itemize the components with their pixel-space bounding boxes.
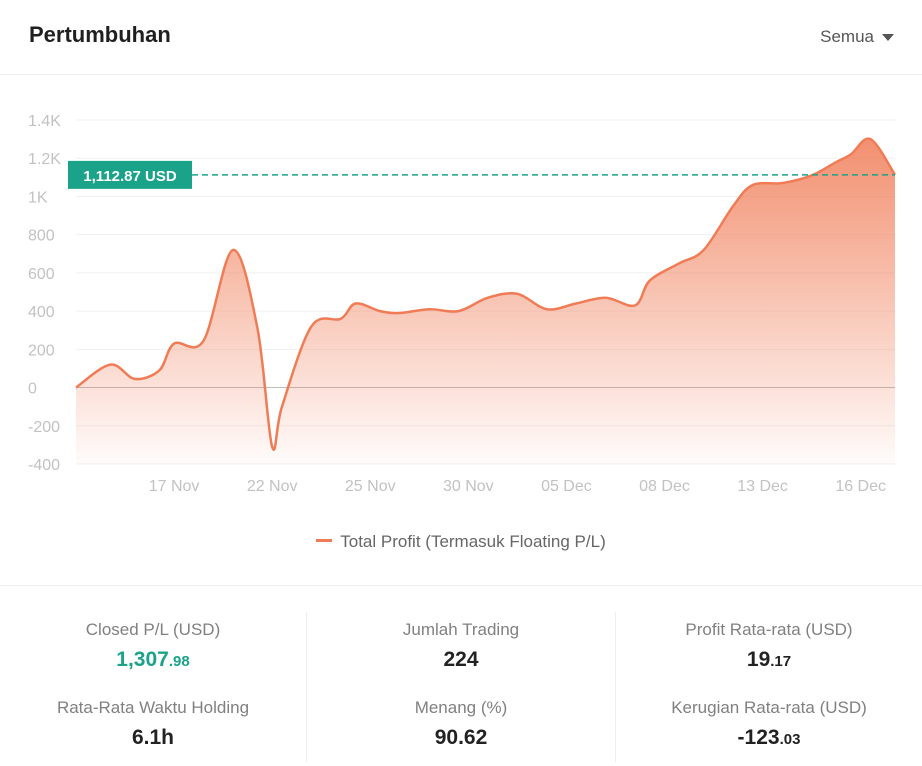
stats-separator xyxy=(615,612,616,762)
stat-label: Rata-Rata Waktu Holding xyxy=(56,698,250,717)
period-filter-dropdown[interactable]: Semua xyxy=(820,27,894,47)
stat-value: 19.17 xyxy=(746,648,792,671)
y-tick-label: 0 xyxy=(28,381,37,398)
stat-kerugian-rata-rata: Kerugian Rata-rata (USD) -123.03 xyxy=(616,698,922,750)
x-tick-label: 30 Nov xyxy=(443,478,494,495)
y-tick-label: 400 xyxy=(28,304,55,321)
stat-label: Closed P/L (USD) xyxy=(85,620,221,639)
stats-separator xyxy=(306,612,307,762)
stat-value: 1,307.98 xyxy=(116,648,190,671)
period-filter-label: Semua xyxy=(820,27,874,46)
x-tick-label: 13 Dec xyxy=(737,478,788,495)
stat-value: 224 xyxy=(443,648,479,671)
stat-menang: Menang (%) 90.62 xyxy=(308,698,614,750)
header: Pertumbuhan Semua xyxy=(0,0,922,75)
y-tick-label: -400 xyxy=(28,457,60,474)
x-tick-label: 17 Nov xyxy=(149,478,200,495)
stat-label: Profit Rata-rata (USD) xyxy=(685,620,853,639)
y-tick-label: 1.4K xyxy=(28,113,61,130)
stat-label: Kerugian Rata-rata (USD) xyxy=(671,698,867,717)
page-title: Pertumbuhan xyxy=(29,22,171,47)
stat-value: 90.62 xyxy=(434,726,488,749)
current-value-badge xyxy=(68,160,192,189)
y-tick-label: 1.2K xyxy=(28,151,61,168)
caret-down-icon xyxy=(882,33,894,41)
stat-profit-rata-rata: Profit Rata-rata (USD) 19.17 xyxy=(616,620,922,672)
legend-swatch xyxy=(316,539,333,543)
x-tick-label: 08 Dec xyxy=(639,478,690,495)
x-tick-label: 22 Nov xyxy=(247,478,298,495)
stat-closed-pl: Closed P/L (USD) 1,307.98 xyxy=(0,620,306,672)
y-tick-label: 200 xyxy=(28,342,55,359)
stats-divider xyxy=(0,585,922,586)
y-tick-label: 1K xyxy=(28,189,48,206)
chart-legend[interactable]: Total Profit (Termasuk Floating P/L) xyxy=(0,532,922,552)
x-tick-label: 25 Nov xyxy=(345,478,396,495)
stat-label: Jumlah Trading xyxy=(402,620,520,639)
stat-value: -123.03 xyxy=(737,726,801,749)
legend-label: Total Profit (Termasuk Floating P/L) xyxy=(340,532,606,551)
current-value-label: 1,112.87 USD xyxy=(83,168,177,185)
series-line xyxy=(75,137,897,451)
y-tick-label: 600 xyxy=(28,266,55,283)
y-tick-label: 800 xyxy=(28,228,55,245)
y-tick-label: -200 xyxy=(28,419,60,436)
stat-jumlah-trading: Jumlah Trading 224 xyxy=(308,620,614,672)
x-tick-label: 16 Dec xyxy=(835,478,886,495)
x-tick-label: 05 Dec xyxy=(541,478,592,495)
series-area xyxy=(76,138,895,464)
growth-chart: 1.4K 1.2K 1K 800 600 400 200 0 -200 -400 17 Nov 22 … xyxy=(28,113,897,495)
stat-waktu-holding: Rata-Rata Waktu Holding 6.1h xyxy=(0,698,306,750)
stat-value: 6.1h xyxy=(131,726,175,749)
stat-label: Menang (%) xyxy=(414,698,508,717)
